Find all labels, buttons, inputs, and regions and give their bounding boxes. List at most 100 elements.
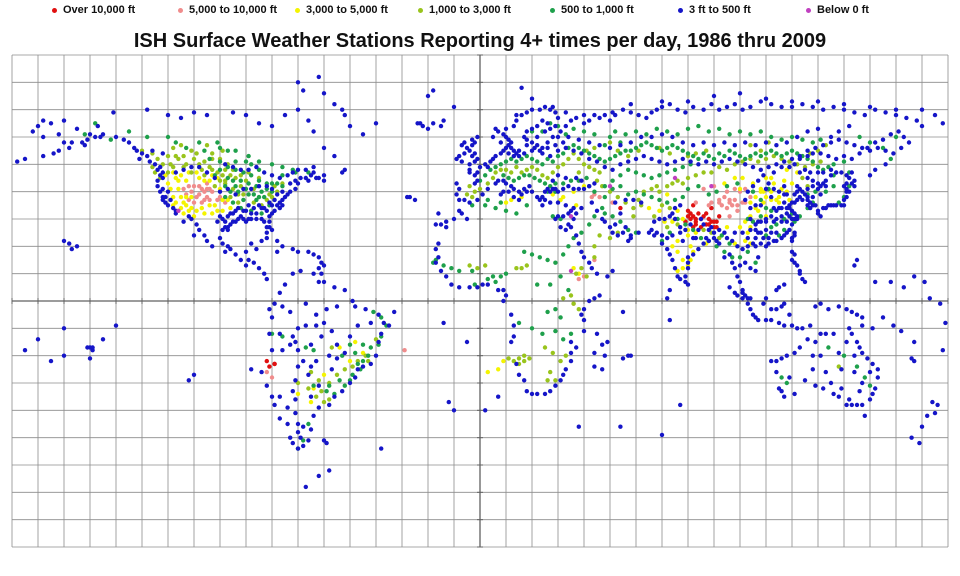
data-point	[849, 309, 854, 315]
data-point	[311, 252, 316, 257]
data-point	[610, 110, 615, 115]
data-point	[685, 282, 691, 287]
data-point	[332, 153, 337, 159]
data-point	[275, 192, 280, 197]
data-point	[126, 129, 132, 134]
data-point	[251, 192, 256, 197]
data-point	[602, 164, 607, 170]
data-point	[269, 123, 275, 129]
data-point	[774, 287, 779, 293]
data-point	[215, 219, 220, 224]
data-point	[594, 271, 600, 276]
data-point	[717, 164, 722, 170]
data-point	[935, 402, 940, 408]
data-point	[561, 337, 566, 342]
data-point	[732, 151, 737, 156]
data-point	[275, 238, 280, 244]
data-point	[566, 134, 571, 140]
data-point	[618, 162, 623, 167]
data-point	[745, 189, 750, 194]
data-point	[701, 170, 706, 175]
data-point	[324, 307, 329, 312]
data-point	[67, 145, 72, 151]
data-point	[457, 197, 462, 203]
data-point	[483, 408, 488, 413]
data-point	[535, 123, 540, 129]
legend: Over 10,000 ft 5,000 to 10,000 ft 3,000 to…	[0, 4, 960, 24]
data-point	[220, 148, 225, 153]
data-point	[623, 132, 628, 137]
data-point	[215, 208, 220, 213]
data-point	[459, 211, 464, 216]
data-point	[493, 170, 498, 175]
data-point	[501, 173, 506, 178]
data-point	[56, 148, 61, 153]
data-point	[862, 375, 867, 380]
data-point	[769, 214, 774, 219]
data-point	[758, 241, 763, 246]
data-point	[581, 317, 587, 323]
data-point	[415, 121, 420, 126]
data-point	[145, 153, 150, 159]
data-point	[636, 148, 641, 153]
data-point	[202, 189, 207, 194]
data-point	[743, 156, 748, 162]
data-point	[230, 164, 236, 170]
data-point	[568, 118, 574, 123]
data-point	[581, 255, 587, 260]
data-point	[446, 399, 451, 405]
data-point	[332, 102, 337, 107]
data-point	[522, 173, 527, 178]
data-point	[610, 178, 615, 183]
data-point	[480, 192, 485, 197]
data-point	[314, 312, 319, 317]
data-point	[334, 342, 340, 347]
data-point	[548, 126, 553, 131]
data-point	[737, 279, 743, 285]
data-point	[805, 186, 810, 192]
data-point	[704, 235, 709, 241]
data-point	[503, 293, 509, 298]
data-point	[420, 123, 425, 129]
data-point	[748, 104, 753, 110]
data-point	[347, 358, 353, 364]
data-point	[233, 159, 238, 164]
data-point	[836, 129, 841, 134]
data-point	[363, 307, 368, 312]
data-point	[766, 164, 771, 170]
data-point	[909, 356, 914, 361]
data-point	[717, 197, 722, 203]
data-point	[558, 315, 563, 320]
data-point	[579, 151, 584, 156]
data-point	[836, 350, 841, 356]
data-point	[470, 194, 475, 200]
data-point	[327, 383, 332, 388]
data-point	[514, 159, 519, 164]
data-point	[693, 200, 698, 205]
data-point	[654, 145, 659, 151]
data-point	[870, 391, 875, 397]
data-point	[667, 214, 672, 219]
data-point	[732, 143, 737, 148]
data-point	[646, 230, 652, 235]
data-point	[732, 197, 737, 203]
data-point	[272, 197, 277, 203]
legend-label: 500 to 1,000 ft	[561, 4, 634, 16]
data-point	[782, 394, 787, 399]
data-point	[22, 348, 28, 353]
data-point	[771, 170, 776, 175]
data-point	[277, 200, 282, 205]
data-point	[919, 107, 925, 112]
data-point	[675, 107, 680, 112]
data-point	[360, 358, 366, 364]
data-point	[165, 181, 171, 186]
data-point	[657, 173, 662, 178]
data-point	[449, 266, 454, 271]
data-point	[462, 197, 467, 203]
data-point	[784, 230, 789, 235]
data-point	[256, 266, 262, 271]
data-point	[571, 126, 576, 131]
data-point	[485, 197, 490, 203]
data-point	[691, 104, 696, 110]
legend-marker	[550, 7, 555, 13]
